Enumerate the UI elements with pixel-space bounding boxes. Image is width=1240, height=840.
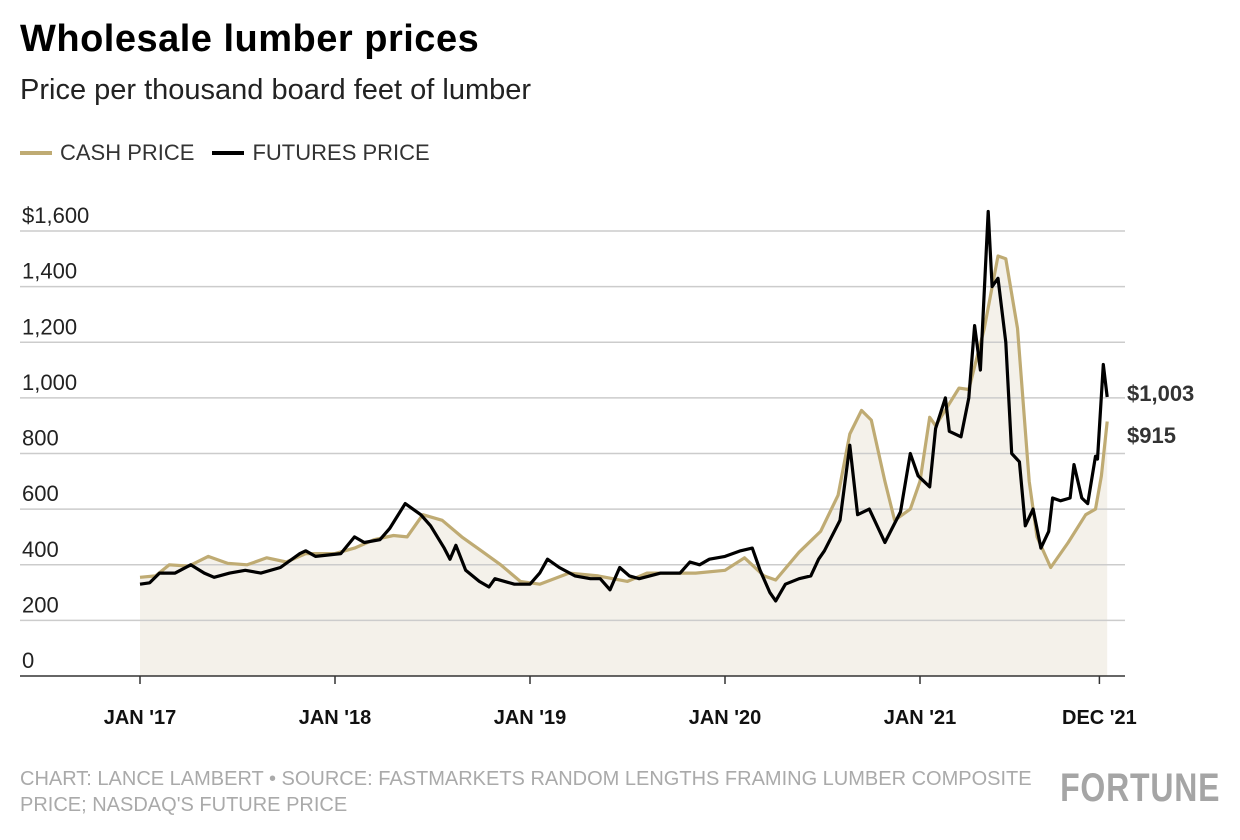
y-tick-label: 200: [22, 592, 59, 617]
end-label-cash: $915: [1127, 423, 1176, 448]
legend-item-cash: CASH PRICE: [20, 140, 194, 166]
x-tick-label: JAN '21: [884, 707, 957, 729]
legend-item-futures: FUTURES PRICE: [212, 140, 430, 166]
legend-label-futures: FUTURES PRICE: [252, 140, 430, 165]
x-tick-label: JAN '19: [494, 707, 567, 729]
x-tick-label: DEC '21: [1062, 707, 1137, 729]
y-tick-label: 1,400: [22, 259, 77, 284]
legend-swatch-futures: [212, 151, 245, 155]
y-tick-label: 800: [22, 426, 59, 451]
cash-area-fill: [140, 256, 1108, 676]
y-tick-label: 600: [22, 481, 59, 506]
y-tick-label: 400: [22, 537, 59, 562]
fortune-logo: FORTUNE: [1059, 766, 1220, 810]
x-tick-label: JAN '20: [689, 707, 762, 729]
legend-label-cash: CASH PRICE: [60, 140, 195, 165]
chart-subtitle: Price per thousand board feet of lumber: [20, 74, 532, 106]
x-tick-label: JAN '18: [299, 707, 372, 729]
x-tick-label: JAN '17: [104, 707, 177, 729]
y-tick-label: 1,000: [22, 370, 77, 395]
chart-title: Wholesale lumber prices: [20, 18, 480, 60]
series-line-futures: [139, 209, 1109, 603]
legend-swatch-cash: [20, 151, 52, 155]
series-line-cash: [139, 254, 1109, 586]
end-label-futures: $1,003: [1127, 381, 1194, 406]
y-tick-label: 0: [22, 648, 34, 673]
y-tick-label: $1,600: [22, 203, 89, 228]
y-tick-label: 1,200: [22, 314, 77, 339]
source-note: CHART: LANCE LAMBERT • SOURCE: FASTMARKE…: [20, 768, 1032, 816]
legend: CASH PRICE FUTURES PRICE: [20, 140, 448, 166]
